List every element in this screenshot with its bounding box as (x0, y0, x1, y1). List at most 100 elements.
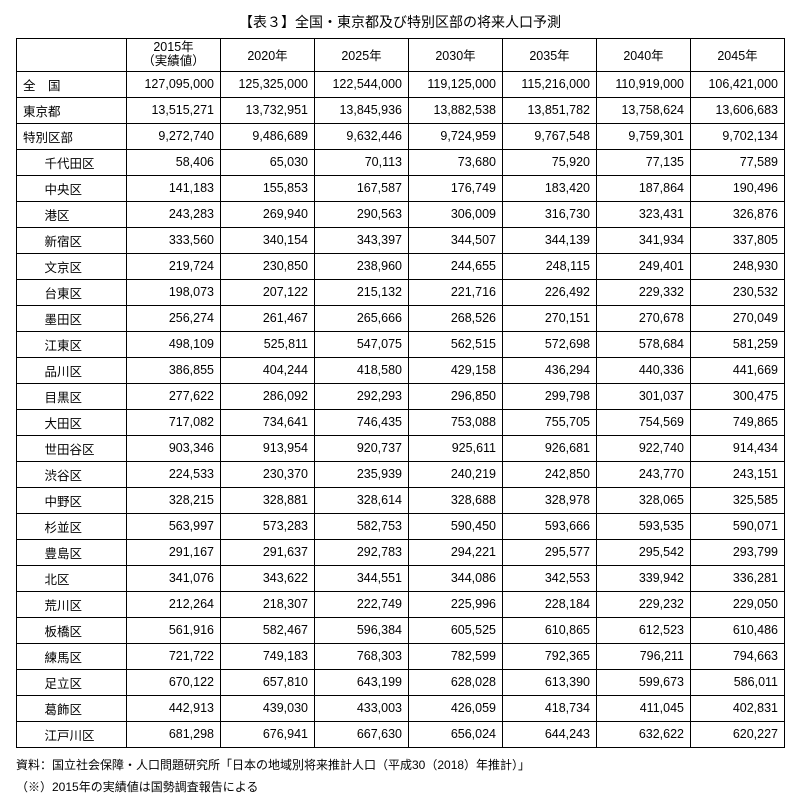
table-cell: 269,940 (221, 201, 315, 227)
table-cell: 632,622 (597, 721, 691, 747)
table-cell: 563,997 (127, 513, 221, 539)
table-cell: 670,122 (127, 669, 221, 695)
table-cell: 498,109 (127, 331, 221, 357)
row-label: 文京区 (39, 253, 127, 279)
table-cell: 426,059 (409, 695, 503, 721)
table-row: 中野区328,215328,881328,614328,688328,97832… (17, 487, 785, 513)
row-label: 荒川区 (39, 591, 127, 617)
indent-spacer (17, 357, 39, 383)
table-cell: 230,370 (221, 461, 315, 487)
table-cell: 73,680 (409, 149, 503, 175)
table-cell: 306,009 (409, 201, 503, 227)
table-cell: 115,216,000 (503, 71, 597, 97)
table-cell: 167,587 (315, 175, 409, 201)
header-year-5: 2040年 (597, 39, 691, 72)
table-cell: 328,215 (127, 487, 221, 513)
table-title: 【表３】全国・東京都及び特別区部の将来人口予測 (16, 12, 784, 32)
table-cell: 667,630 (315, 721, 409, 747)
footnote-2: （※）2015年の実績値は国勢調査報告による (16, 776, 784, 799)
table-cell: 343,397 (315, 227, 409, 253)
table-cell: 119,125,000 (409, 71, 503, 97)
table-row: 江東区498,109525,811547,075562,515572,69857… (17, 331, 785, 357)
indent-spacer (17, 409, 39, 435)
table-cell: 903,346 (127, 435, 221, 461)
table-cell: 240,219 (409, 461, 503, 487)
row-label: 品川区 (39, 357, 127, 383)
table-cell: 243,770 (597, 461, 691, 487)
table-cell: 13,515,271 (127, 97, 221, 123)
table-cell: 127,095,000 (127, 71, 221, 97)
table-cell: 277,622 (127, 383, 221, 409)
table-cell: 439,030 (221, 695, 315, 721)
indent-spacer (17, 487, 39, 513)
table-cell: 296,850 (409, 383, 503, 409)
table-cell: 13,845,936 (315, 97, 409, 123)
row-label: 全 国 (17, 71, 127, 97)
table-cell: 411,045 (597, 695, 691, 721)
table-cell: 248,115 (503, 253, 597, 279)
table-row: 世田谷区903,346913,954920,737925,611926,6819… (17, 435, 785, 461)
table-cell: 344,139 (503, 227, 597, 253)
table-cell: 13,732,951 (221, 97, 315, 123)
table-row: 江戸川区681,298676,941667,630656,024644,2436… (17, 721, 785, 747)
table-row: 東京都13,515,27113,732,95113,845,93613,882,… (17, 97, 785, 123)
table-cell: 219,724 (127, 253, 221, 279)
indent-spacer (17, 643, 39, 669)
row-label: 大田区 (39, 409, 127, 435)
table-cell: 341,076 (127, 565, 221, 591)
table-row: 大田区717,082734,641746,435753,088755,70575… (17, 409, 785, 435)
table-row: 港区243,283269,940290,563306,009316,730323… (17, 201, 785, 227)
table-cell: 229,232 (597, 591, 691, 617)
table-cell: 920,737 (315, 435, 409, 461)
table-cell: 256,274 (127, 305, 221, 331)
row-label: 中野区 (39, 487, 127, 513)
indent-spacer (17, 305, 39, 331)
table-cell: 749,183 (221, 643, 315, 669)
table-cell: 599,673 (597, 669, 691, 695)
table-cell: 578,684 (597, 331, 691, 357)
table-cell: 270,049 (691, 305, 785, 331)
table-cell: 581,259 (691, 331, 785, 357)
table-cell: 270,151 (503, 305, 597, 331)
table-cell: 525,811 (221, 331, 315, 357)
table-cell: 207,122 (221, 279, 315, 305)
table-cell: 190,496 (691, 175, 785, 201)
table-cell: 620,227 (691, 721, 785, 747)
population-table: 2015年 （実績値） 2020年 2025年 2030年 2035年 2040… (16, 38, 785, 748)
table-cell: 249,401 (597, 253, 691, 279)
table-cell: 913,954 (221, 435, 315, 461)
row-label: 杉並区 (39, 513, 127, 539)
table-cell: 792,365 (503, 643, 597, 669)
table-cell: 328,978 (503, 487, 597, 513)
table-cell: 337,805 (691, 227, 785, 253)
table-cell: 561,916 (127, 617, 221, 643)
table-cell: 794,663 (691, 643, 785, 669)
indent-spacer (17, 201, 39, 227)
table-cell: 291,167 (127, 539, 221, 565)
table-cell: 243,151 (691, 461, 785, 487)
table-cell: 596,384 (315, 617, 409, 643)
table-cell: 187,864 (597, 175, 691, 201)
table-row: 品川区386,855404,244418,580429,158436,29444… (17, 357, 785, 383)
indent-spacer (17, 513, 39, 539)
table-cell: 386,855 (127, 357, 221, 383)
table-cell: 343,622 (221, 565, 315, 591)
table-cell: 122,544,000 (315, 71, 409, 97)
table-row: 荒川区212,264218,307222,749225,996228,18422… (17, 591, 785, 617)
table-row: 特別区部9,272,7409,486,6899,632,4469,724,959… (17, 123, 785, 149)
table-cell: 265,666 (315, 305, 409, 331)
table-cell: 230,532 (691, 279, 785, 305)
indent-spacer (17, 565, 39, 591)
table-cell: 572,698 (503, 331, 597, 357)
table-row: 北区341,076343,622344,551344,086342,553339… (17, 565, 785, 591)
table-cell: 593,535 (597, 513, 691, 539)
table-row: 豊島区291,167291,637292,783294,221295,57729… (17, 539, 785, 565)
table-cell: 300,475 (691, 383, 785, 409)
table-row: 渋谷区224,533230,370235,939240,219242,85024… (17, 461, 785, 487)
row-label: 北区 (39, 565, 127, 591)
table-cell: 13,606,683 (691, 97, 785, 123)
table-body: 全 国127,095,000125,325,000122,544,000119,… (17, 71, 785, 747)
footnote-1: 資料：国立社会保障・人口問題研究所「日本の地域別将来推計人口（平成30（2018… (16, 754, 784, 777)
table-cell: 734,641 (221, 409, 315, 435)
table-row: 新宿区333,560340,154343,397344,507344,13934… (17, 227, 785, 253)
